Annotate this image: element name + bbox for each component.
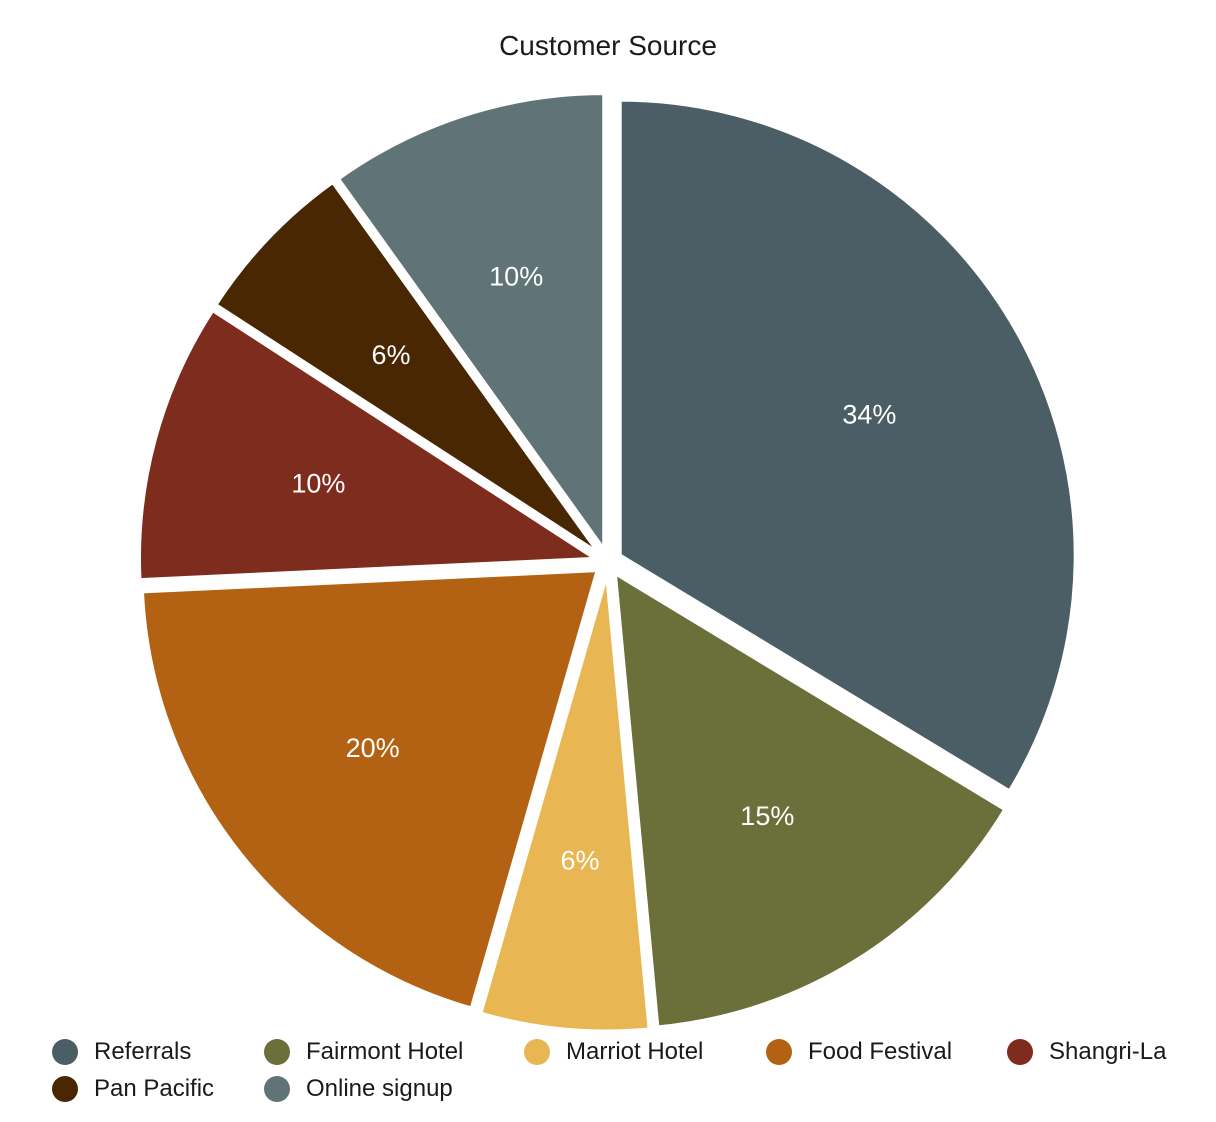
legend-label-shangri-la: Shangri-La [1049,1038,1166,1066]
legend-swatch-pan-pacific [52,1076,78,1102]
legend-swatch-food-festival [766,1039,792,1065]
legend-label-referrals: Referrals [94,1038,191,1066]
legend-swatch-online-signup [264,1076,290,1102]
slice-label-marriot-hotel: 6% [561,846,600,876]
legend-swatch-fairmont-hotel [264,1039,290,1065]
legend-item-pan-pacific: Pan Pacific [52,1071,214,1107]
legend-item-referrals: Referrals [52,1034,191,1070]
legend-label-marriot-hotel: Marriot Hotel [566,1038,703,1066]
legend-label-fairmont-hotel: Fairmont Hotel [306,1038,463,1066]
slice-label-online-signup: 10% [489,261,543,291]
slice-label-referrals: 34% [842,400,896,430]
legend-label-online-signup: Online signup [306,1075,453,1103]
slice-label-pan-pacific: 6% [371,340,410,370]
legend-item-online-signup: Online signup [264,1071,453,1107]
slice-label-food-festival: 20% [346,733,400,763]
legend-label-food-festival: Food Festival [808,1038,952,1066]
legend-swatch-marriot-hotel [524,1039,550,1065]
slice-label-fairmont-hotel: 15% [740,801,794,831]
slice-label-shangri-la: 10% [291,469,345,499]
legend-swatch-shangri-la [1007,1039,1033,1065]
legend-item-marriot-hotel: Marriot Hotel [524,1034,703,1070]
legend-swatch-referrals [52,1039,78,1065]
legend-label-pan-pacific: Pan Pacific [94,1075,214,1103]
legend-item-shangri-la: Shangri-La [1007,1034,1166,1070]
legend-item-food-festival: Food Festival [766,1034,952,1070]
legend-item-fairmont-hotel: Fairmont Hotel [264,1034,463,1070]
